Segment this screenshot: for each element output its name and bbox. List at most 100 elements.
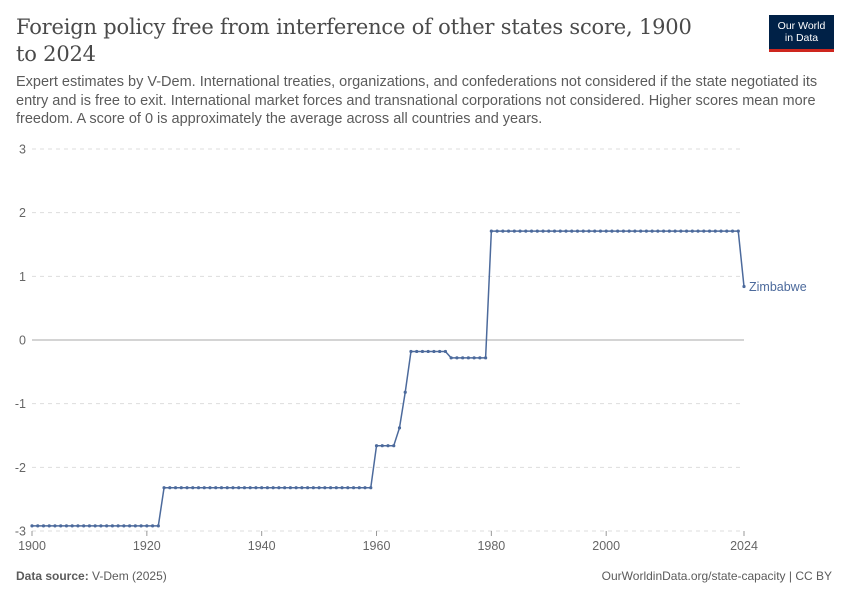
data-point[interactable]: [277, 486, 281, 490]
data-point[interactable]: [260, 486, 264, 490]
data-point[interactable]: [116, 524, 120, 528]
data-point[interactable]: [64, 524, 69, 528]
data-point[interactable]: [610, 229, 614, 233]
data-point[interactable]: [202, 486, 206, 490]
data-point[interactable]: [627, 229, 631, 233]
data-point[interactable]: [300, 486, 304, 490]
data-point[interactable]: [179, 486, 183, 490]
data-point[interactable]: [311, 486, 315, 490]
data-point[interactable]: [374, 444, 379, 448]
data-point[interactable]: [70, 524, 74, 528]
data-point[interactable]: [604, 229, 608, 233]
data-point[interactable]: [403, 390, 407, 394]
data-point[interactable]: [334, 486, 338, 490]
data-point[interactable]: [30, 524, 34, 528]
data-point[interactable]: [713, 229, 717, 233]
data-point[interactable]: [357, 486, 361, 490]
data-point[interactable]: [328, 486, 333, 490]
data-point[interactable]: [397, 426, 402, 430]
series-label[interactable]: Zimbabwe: [749, 280, 807, 294]
data-point[interactable]: [208, 486, 212, 490]
data-point[interactable]: [673, 229, 677, 233]
data-point[interactable]: [369, 486, 373, 490]
data-point[interactable]: [168, 486, 172, 490]
data-point[interactable]: [41, 524, 46, 528]
data-point[interactable]: [644, 229, 648, 233]
data-point[interactable]: [363, 486, 367, 490]
series-line[interactable]: [32, 230, 745, 527]
data-point[interactable]: [690, 229, 694, 233]
data-point[interactable]: [242, 486, 247, 490]
data-point[interactable]: [254, 486, 258, 490]
data-point[interactable]: [392, 444, 396, 448]
data-point[interactable]: [82, 524, 86, 528]
data-point[interactable]: [639, 229, 643, 233]
data-point[interactable]: [707, 229, 712, 233]
data-point[interactable]: [742, 284, 746, 289]
data-point[interactable]: [346, 486, 350, 490]
data-point[interactable]: [231, 486, 235, 490]
owid-logo[interactable]: Our World in Data: [769, 15, 834, 52]
data-point[interactable]: [196, 486, 201, 490]
data-point[interactable]: [650, 229, 654, 233]
data-point[interactable]: [53, 524, 57, 528]
data-point[interactable]: [93, 524, 97, 528]
data-point[interactable]: [248, 486, 252, 490]
data-point[interactable]: [552, 229, 557, 233]
data-point[interactable]: [317, 486, 321, 490]
data-point[interactable]: [730, 229, 735, 233]
data-point[interactable]: [736, 229, 740, 233]
data-point[interactable]: [506, 229, 511, 233]
data-point[interactable]: [283, 486, 287, 490]
data-point[interactable]: [679, 229, 683, 233]
data-point[interactable]: [443, 349, 448, 354]
data-point[interactable]: [110, 524, 114, 528]
data-point[interactable]: [139, 524, 143, 528]
data-point[interactable]: [667, 229, 671, 233]
data-point[interactable]: [684, 229, 689, 233]
data-point[interactable]: [128, 524, 132, 528]
data-point[interactable]: [501, 229, 505, 233]
data-point[interactable]: [512, 229, 516, 233]
data-point[interactable]: [380, 444, 384, 448]
data-point[interactable]: [558, 229, 562, 233]
data-point[interactable]: [593, 229, 597, 233]
data-point[interactable]: [489, 229, 493, 233]
data-point[interactable]: [386, 444, 390, 448]
data-point[interactable]: [484, 356, 488, 360]
data-point[interactable]: [449, 356, 453, 360]
data-point[interactable]: [185, 486, 189, 490]
data-point[interactable]: [162, 486, 166, 490]
data-point[interactable]: [36, 524, 40, 528]
data-point[interactable]: [173, 486, 178, 490]
data-point[interactable]: [191, 486, 195, 490]
data-point[interactable]: [656, 229, 660, 233]
data-point[interactable]: [564, 229, 568, 233]
data-point[interactable]: [575, 229, 580, 233]
data-point[interactable]: [351, 486, 356, 490]
data-point[interactable]: [719, 229, 723, 233]
data-point[interactable]: [725, 229, 729, 233]
data-point[interactable]: [225, 486, 229, 490]
data-point[interactable]: [478, 356, 482, 360]
data-point[interactable]: [87, 524, 92, 528]
data-point[interactable]: [472, 356, 476, 360]
data-point[interactable]: [156, 524, 160, 528]
data-point[interactable]: [271, 486, 275, 490]
data-point[interactable]: [598, 229, 603, 233]
data-point[interactable]: [495, 229, 499, 233]
data-point[interactable]: [547, 229, 551, 233]
data-point[interactable]: [105, 524, 109, 528]
data-point[interactable]: [455, 356, 459, 360]
data-point[interactable]: [529, 229, 534, 233]
data-point[interactable]: [541, 229, 545, 233]
data-point[interactable]: [265, 486, 270, 490]
data-point[interactable]: [122, 524, 126, 528]
data-point[interactable]: [219, 486, 224, 490]
data-point[interactable]: [237, 486, 241, 490]
data-point[interactable]: [294, 486, 298, 490]
data-point[interactable]: [323, 486, 327, 490]
data-point[interactable]: [426, 349, 430, 354]
data-point[interactable]: [432, 349, 436, 354]
data-point[interactable]: [633, 229, 637, 233]
